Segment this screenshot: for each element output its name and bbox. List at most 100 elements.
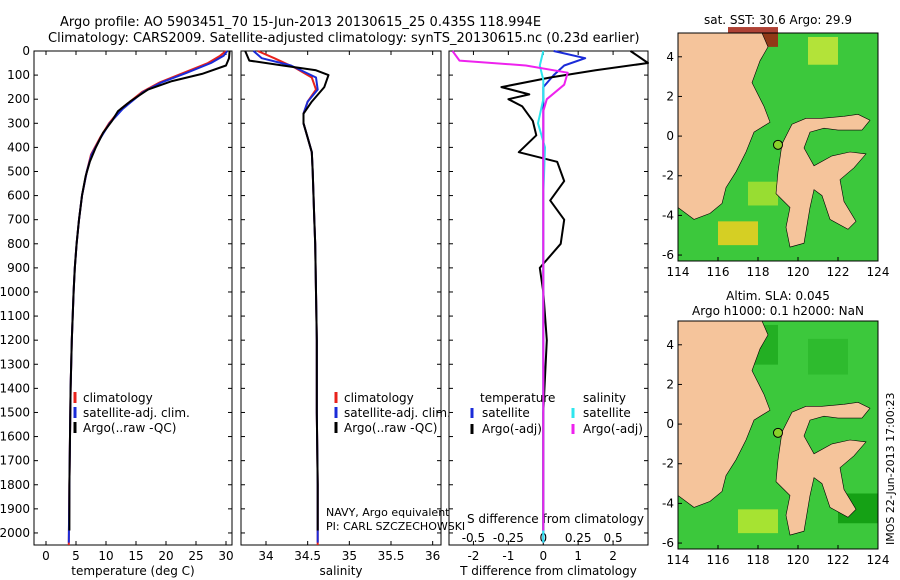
sla-map-title: Altim. SLA: 0.045 <box>726 289 830 303</box>
temp-xtick-label: 0 <box>42 549 50 563</box>
sst-ytick-label: -2 <box>662 169 674 183</box>
sla-xtick-label: 116 <box>707 553 730 567</box>
sla-value-patch <box>738 509 778 534</box>
temp-xtick-label: 25 <box>188 549 203 563</box>
temp-xtick-label: 10 <box>98 549 113 563</box>
temp-xaxis-label: temperature (deg C) <box>71 564 194 578</box>
diff-legend-title-temperature: temperature <box>480 391 555 405</box>
temp-series-argo-raw-qc- <box>68 50 231 531</box>
temp-ytick-label: 1600 <box>0 430 30 444</box>
sla-xtick-label: 120 <box>787 553 810 567</box>
sst-xtick-label: 116 <box>707 265 730 279</box>
imos-timestamp: IMOS 22-Jun-2013 17:00:23 <box>884 392 897 545</box>
temp-ytick-label: 100 <box>7 68 30 82</box>
sla-xtick-label: 122 <box>827 553 850 567</box>
diff-legend-label: satellite <box>583 406 631 420</box>
sst-value-patch <box>808 36 838 65</box>
temp-ytick-label: 1700 <box>0 454 30 468</box>
temp-ytick-label: 1300 <box>0 357 30 371</box>
diff-xtick-label: 2 <box>609 549 617 563</box>
diff-top-tick-label: -0.25 <box>493 531 524 545</box>
sst-ytick-label: -4 <box>662 208 674 222</box>
sst-land-mass <box>775 113 871 248</box>
temp-xtick-label: 20 <box>158 549 173 563</box>
temp-ytick-label: 1400 <box>0 381 30 395</box>
sst-land-mass <box>677 32 771 220</box>
temp-legend-label: climatology <box>83 391 153 405</box>
diff-xtick-label: -2 <box>467 549 479 563</box>
temp-ytick-label: 500 <box>7 164 30 178</box>
sla-map-subtitle: Argo h1000: 0.1 h2000: NaN <box>692 304 864 318</box>
sal-legend-label: Argo(..raw -QC) <box>344 421 437 435</box>
sal-xtick-label: 35 <box>342 549 357 563</box>
sst-xtick-label: 114 <box>667 265 690 279</box>
sla-land-mass <box>677 320 771 508</box>
sla-xtick-label: 124 <box>867 553 890 567</box>
diff-series-argo-adj- <box>451 50 569 531</box>
temp-ytick-label: 1800 <box>0 478 30 492</box>
sst-argo-float-marker <box>773 139 783 150</box>
diff-legend-title-salinity: salinity <box>583 391 626 405</box>
temp-ytick-label: 1000 <box>0 285 30 299</box>
sal-xtick-label: 35.5 <box>378 549 405 563</box>
sla-xtick-label: 114 <box>667 553 690 567</box>
sst-ytick-label: 0 <box>666 129 674 143</box>
sst-value-patch <box>718 221 758 246</box>
sla-ytick-label: 0 <box>666 417 674 431</box>
diff-xtick-label: -1 <box>502 549 514 563</box>
temp-ytick-label: 600 <box>7 189 30 203</box>
diff-legend-label: Argo(-adj) <box>482 422 542 436</box>
temp-ytick-label: 1100 <box>0 309 30 323</box>
pi-note: PI: CARL SZCZECHOWSKI <box>326 520 465 533</box>
diff-series-argo-adj- <box>500 50 649 531</box>
temp-xtick-label: 5 <box>72 549 80 563</box>
sla-argo-float-marker <box>773 427 783 438</box>
sst-xtick-label: 118 <box>747 265 770 279</box>
temp-xtick-label: 15 <box>128 549 143 563</box>
sla-ytick-label: 2 <box>666 377 674 391</box>
temp-legend-label: satellite-adj. clim. <box>83 406 190 420</box>
sal-xtick-label: 34.5 <box>294 549 321 563</box>
temp-ytick-label: 400 <box>7 140 30 154</box>
sal-xaxis-label: salinity <box>319 564 362 578</box>
sla-ytick-label: -4 <box>662 496 674 510</box>
temp-ytick-label: 1900 <box>0 502 30 516</box>
sla-land-mass <box>775 401 871 536</box>
sst-map-panel: 114 116 118 120 122 124 4 2 0 -2 -4 -6 sat. SST: 30.… <box>662 13 889 279</box>
diff-xaxis-label: T difference from climatology <box>459 564 637 578</box>
temp-ytick-label: 900 <box>7 261 30 275</box>
temp-legend-label: Argo(..raw -QC) <box>83 421 176 435</box>
temp-ytick-label: 1500 <box>0 405 30 419</box>
sst-map-frame <box>677 32 879 262</box>
navy-note: NAVY, Argo equivalent <box>326 506 450 519</box>
sla-map-frame <box>677 320 879 550</box>
temp-ytick-label: 2000 <box>0 526 30 540</box>
sst-xtick-label: 120 <box>787 265 810 279</box>
diff-axes-frame <box>448 50 649 546</box>
diff-xtick-label: 1 <box>574 549 582 563</box>
salinity-profile-panel: 34 34.5 35 35.5 36 salinity climatologysatelli… <box>240 50 451 578</box>
temp-ytick-label: 0 <box>22 44 30 58</box>
sal-axes-frame <box>240 50 442 546</box>
diff-top-axis-label: S difference from climatology <box>467 512 644 526</box>
sal-series-argo-raw-qc- <box>244 50 330 531</box>
diff-xtick-label: 0 <box>539 549 547 563</box>
temp-ytick-label: 800 <box>7 237 30 251</box>
temp-ytick-label: 1200 <box>0 333 30 347</box>
sst-xtick-label: 122 <box>827 265 850 279</box>
sla-ytick-label: -6 <box>662 536 674 550</box>
sst-xtick-label: 124 <box>867 265 890 279</box>
header-line-1: Argo profile: AO 5903451_70 15-Jun-2013 … <box>60 15 541 30</box>
temp-axes-frame <box>33 50 233 546</box>
temperature-profile-panel: 0 5 10 15 20 25 300100200300400500600700800900… <box>0 44 234 578</box>
sst-value-patch <box>748 181 778 206</box>
sst-map-title: sat. SST: 30.6 Argo: 29.9 <box>704 13 852 27</box>
diff-top-tick-label: -0.5 <box>462 531 485 545</box>
diff-legend-label: Argo(-adj) <box>583 422 643 436</box>
sst-ytick-label: -6 <box>662 248 674 262</box>
diff-legend-label: satellite <box>482 406 530 420</box>
sla-ytick-label: -2 <box>662 457 674 471</box>
sst-ytick-label: 4 <box>666 50 674 64</box>
temp-xtick-label: 30 <box>218 549 233 563</box>
